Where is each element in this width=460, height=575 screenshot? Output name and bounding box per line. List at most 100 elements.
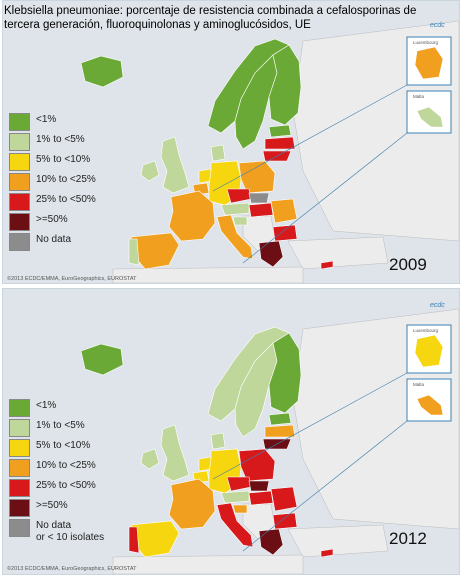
africa-nonEU bbox=[112, 554, 304, 574]
legend-swatch bbox=[9, 399, 30, 417]
country-poland bbox=[238, 448, 276, 482]
legend-label: >=50% bbox=[36, 500, 68, 511]
ecdc-logo-text: ecdc bbox=[430, 22, 445, 29]
legend-item: 5% to <10% bbox=[9, 153, 149, 171]
country-malta-inset bbox=[416, 394, 444, 416]
country-slovenia bbox=[232, 216, 248, 226]
malta-inset-label: Malta bbox=[413, 94, 425, 99]
luxembourg-inset-label: Luxembourg bbox=[413, 40, 439, 45]
country-portugal bbox=[128, 238, 140, 266]
country-bulgaria bbox=[272, 224, 298, 242]
country-netherlands bbox=[198, 168, 212, 184]
country-italy bbox=[216, 502, 254, 548]
country-france bbox=[168, 478, 216, 530]
country-malta-inset bbox=[416, 106, 444, 128]
legend-label: 5% to <10% bbox=[36, 154, 91, 165]
ecdc-logo: ecdc bbox=[427, 293, 455, 311]
legend-label: 10% to <25% bbox=[36, 174, 96, 185]
map-title: Klebsiella pneumoniae: porcentaje de res… bbox=[4, 5, 417, 31]
country-finland bbox=[268, 44, 302, 126]
map-panel-2012: Luxembourg Malta ecdc <1% 1% to <5% 5% t… bbox=[2, 288, 460, 575]
country-luxembourg-inset bbox=[414, 46, 444, 80]
legend-item: 25% to <50% bbox=[9, 479, 149, 497]
country-austria bbox=[220, 202, 250, 216]
country-luxembourg-inset bbox=[414, 334, 444, 368]
country-uk bbox=[160, 424, 190, 482]
legend-item: 25% to <50% bbox=[9, 193, 149, 211]
country-latvia bbox=[264, 136, 296, 150]
legend-label: 5% to <10% bbox=[36, 440, 91, 451]
legend-item: No data bbox=[9, 233, 149, 251]
legend-swatch bbox=[9, 459, 30, 477]
legend-label: 10% to <25% bbox=[36, 460, 96, 471]
malta-inset-label: Malta bbox=[413, 382, 425, 387]
legend-swatch bbox=[9, 133, 30, 151]
legend-label: >=50% bbox=[36, 214, 68, 225]
country-denmark bbox=[210, 144, 226, 162]
legend-label: 1% to <5% bbox=[36, 134, 85, 145]
legend-item: >=50% bbox=[9, 499, 149, 517]
country-cyprus bbox=[320, 260, 334, 270]
country-austria bbox=[220, 490, 250, 504]
year-label-2012: 2012 bbox=[389, 529, 427, 548]
legend-swatch bbox=[9, 479, 30, 497]
legend-label: 1% to <5% bbox=[36, 420, 85, 431]
ecdc-logo-text: ecdc bbox=[430, 302, 445, 309]
legend-item: 1% to <5% bbox=[9, 133, 149, 151]
country-bulgaria bbox=[272, 512, 298, 530]
legend-swatch bbox=[9, 173, 30, 191]
map-panel-2009: Luxembourg Malta ecdc <1% 1% to <5% 5% t… bbox=[2, 0, 460, 284]
legend-label: No data bbox=[36, 234, 72, 245]
legend-swatch bbox=[9, 439, 30, 457]
europe-map-2009: Luxembourg Malta bbox=[3, 1, 459, 283]
malta-leader-line bbox=[242, 132, 408, 264]
country-portugal bbox=[128, 526, 140, 554]
country-greece bbox=[258, 240, 284, 268]
legend-swatch bbox=[9, 193, 30, 211]
country-hungary bbox=[248, 202, 274, 218]
country-romania bbox=[270, 198, 298, 224]
country-hungary bbox=[248, 490, 274, 506]
country-slovakia bbox=[248, 192, 270, 204]
legend-label: <1% bbox=[36, 114, 57, 125]
copyright-credit: ©2013 ECDC/EMMA, EuroGeographics, EUROST… bbox=[7, 276, 137, 282]
country-ireland bbox=[140, 448, 160, 470]
legend-item: 10% to <25% bbox=[9, 173, 149, 191]
legend-item: <1% bbox=[9, 399, 149, 417]
country-italy bbox=[216, 214, 254, 260]
turkey-nonEU bbox=[287, 236, 389, 270]
country-romania bbox=[270, 486, 298, 512]
legend-label: No data or < 10 isolates bbox=[36, 520, 105, 543]
luxembourg-leader-line bbox=[212, 372, 408, 480]
country-iceland bbox=[80, 55, 124, 88]
legend-item: >=50% bbox=[9, 213, 149, 231]
legend-swatch bbox=[9, 419, 30, 437]
legend-item: No data or < 10 isolates bbox=[9, 519, 149, 549]
country-denmark bbox=[210, 432, 226, 450]
africa-nonEU bbox=[112, 266, 304, 283]
country-slovakia bbox=[248, 480, 270, 492]
ecdc-logo: ecdc bbox=[427, 13, 455, 31]
legend-item: <1% bbox=[9, 113, 149, 131]
country-netherlands bbox=[198, 456, 212, 472]
legend-label: 25% to <50% bbox=[36, 194, 96, 205]
legend-swatch bbox=[9, 113, 30, 131]
country-greece bbox=[258, 528, 284, 556]
legend-swatch bbox=[9, 499, 30, 517]
country-uk bbox=[160, 136, 190, 194]
country-latvia bbox=[264, 424, 296, 438]
copyright-credit: ©2013 ECDC/EMMA, EuroGeographics, EUROST… bbox=[7, 566, 137, 572]
malta-leader-line bbox=[242, 420, 408, 552]
legend-swatch bbox=[9, 233, 30, 251]
country-estonia bbox=[268, 412, 292, 426]
country-slovenia bbox=[232, 504, 248, 514]
legend-swatch bbox=[9, 213, 30, 231]
country-finland bbox=[268, 332, 302, 414]
country-estonia bbox=[268, 124, 292, 138]
luxembourg-inset-label: Luxembourg bbox=[413, 328, 439, 333]
legend-swatch bbox=[9, 153, 30, 171]
europe-map-2012: Luxembourg Malta bbox=[3, 289, 459, 574]
year-label-2009: 2009 bbox=[389, 255, 427, 274]
legend-label: <1% bbox=[36, 400, 57, 411]
legend-swatch bbox=[9, 519, 30, 537]
